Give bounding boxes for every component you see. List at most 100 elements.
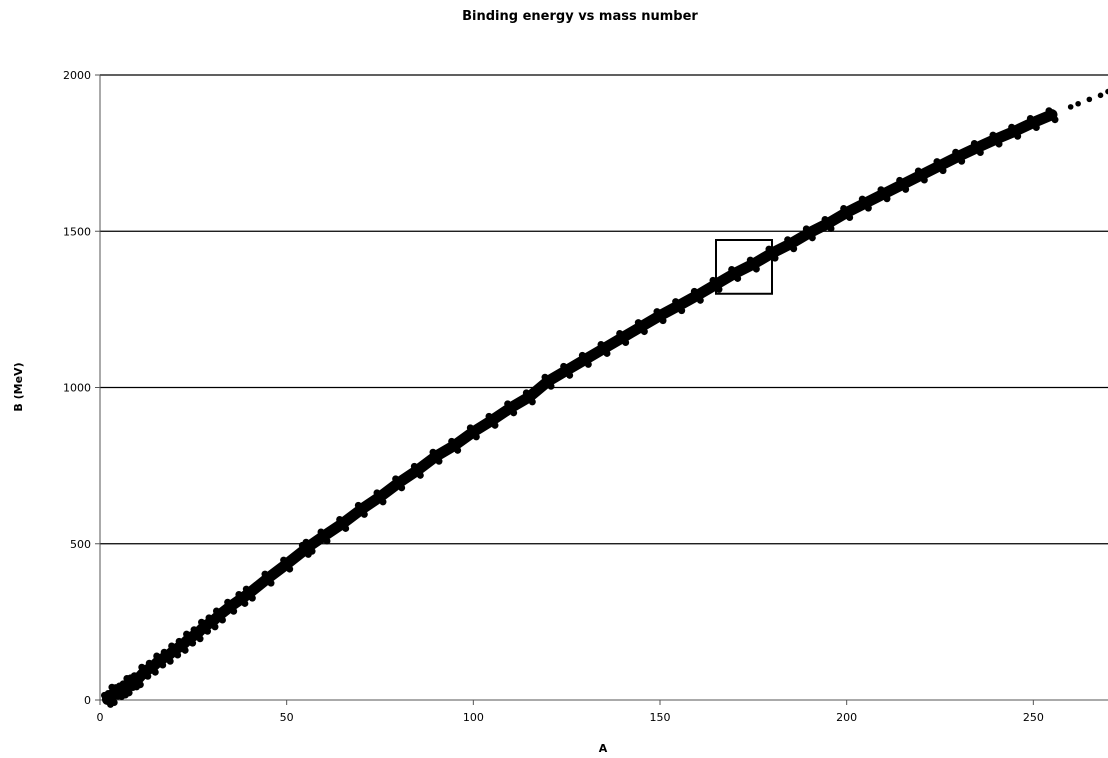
data-point: [144, 672, 152, 680]
data-point: [584, 360, 592, 368]
data-point: [1026, 115, 1034, 122]
data-point: [302, 538, 310, 546]
y-tick-label-1500: 1500: [63, 225, 91, 238]
data-point: [379, 498, 387, 506]
data-point: [242, 585, 250, 593]
annotations: [715, 239, 773, 295]
data-point: [771, 254, 779, 262]
x-tick-label-0: 0: [97, 711, 104, 724]
data-point: [933, 158, 941, 166]
data-point: [634, 319, 642, 327]
x-tick-label-150: 150: [650, 711, 671, 724]
data-point: [130, 672, 138, 680]
data-point: [448, 437, 456, 445]
data-point: [280, 556, 288, 564]
data-point: [846, 214, 854, 221]
x-tick-label-100: 100: [463, 711, 484, 724]
data-point: [136, 681, 144, 689]
data-point: [1045, 107, 1053, 115]
data-point: [920, 176, 928, 184]
data-point: [840, 205, 848, 212]
data-point: [491, 421, 499, 429]
scatter-points: [100, 88, 1108, 708]
axes: [95, 74, 1108, 705]
data-point: [323, 537, 331, 545]
data-band: [101, 109, 1058, 705]
data-point: [827, 224, 835, 232]
data-point: [896, 176, 904, 184]
data-point: [715, 285, 723, 293]
data-point: [175, 637, 183, 645]
data-point: [110, 699, 118, 706]
y-axis-label: B (MeV): [12, 362, 25, 411]
data-point: [504, 400, 512, 408]
data-point: [765, 245, 773, 253]
data-point: [211, 623, 219, 631]
data-point: [734, 274, 742, 282]
data-point: [510, 409, 518, 417]
data-point: [640, 328, 648, 336]
y-tick-label-0: 0: [84, 694, 91, 707]
data-point: [914, 167, 922, 175]
data-point: [622, 339, 630, 346]
y-tick-label-500: 500: [70, 538, 91, 551]
data-point: [190, 626, 198, 634]
x-tick-label-250: 250: [1023, 711, 1044, 724]
data-point: [317, 528, 325, 536]
data-point: [354, 501, 362, 509]
data-point: [690, 287, 698, 295]
data-point: [392, 475, 400, 483]
data-point: [547, 382, 555, 390]
data-point: [398, 484, 406, 492]
data-point: [181, 646, 189, 654]
data-point: [728, 265, 736, 273]
data-point: [196, 635, 204, 643]
data-point: [597, 340, 605, 348]
data-point: [1086, 96, 1093, 103]
data-point: [212, 607, 220, 615]
x-tick-label-50: 50: [280, 711, 294, 724]
data-point: [696, 296, 704, 304]
data-point: [864, 204, 872, 212]
y-tick-label-1000: 1000: [63, 382, 91, 395]
data-point: [939, 167, 947, 175]
data-point: [1105, 88, 1108, 95]
data-point: [1032, 124, 1040, 131]
data-point: [958, 157, 966, 165]
data-point: [976, 149, 984, 156]
data-point: [653, 308, 661, 316]
data-point: [308, 547, 316, 555]
data-point: [877, 186, 885, 194]
x-axis-label: A: [599, 742, 608, 755]
data-point: [784, 236, 792, 244]
data-point: [1067, 104, 1074, 110]
data-point: [522, 389, 530, 397]
data-point: [138, 663, 146, 671]
data-point: [1097, 92, 1104, 99]
data-point: [578, 351, 586, 359]
data-point: [166, 657, 174, 665]
data-point: [541, 373, 549, 381]
data-point: [360, 510, 368, 518]
data-point: [472, 433, 480, 441]
data-point: [151, 668, 159, 676]
highlight-box: [715, 239, 773, 295]
data-point: [603, 349, 611, 357]
data-point: [168, 642, 176, 650]
data-point: [485, 412, 493, 420]
data-point: [218, 616, 226, 624]
data-point: [159, 661, 167, 669]
data-point: [790, 245, 798, 253]
data-point: [616, 330, 624, 337]
data-point: [883, 195, 891, 203]
data-point: [678, 307, 686, 315]
data-point: [198, 618, 206, 626]
data-point: [821, 215, 829, 223]
data-point: [995, 140, 1003, 148]
gridlines: [100, 74, 1108, 545]
data-point: [435, 457, 443, 465]
data-point: [119, 680, 127, 688]
chart-title: Binding energy vs mass number: [462, 9, 698, 24]
data-point: [224, 598, 232, 606]
